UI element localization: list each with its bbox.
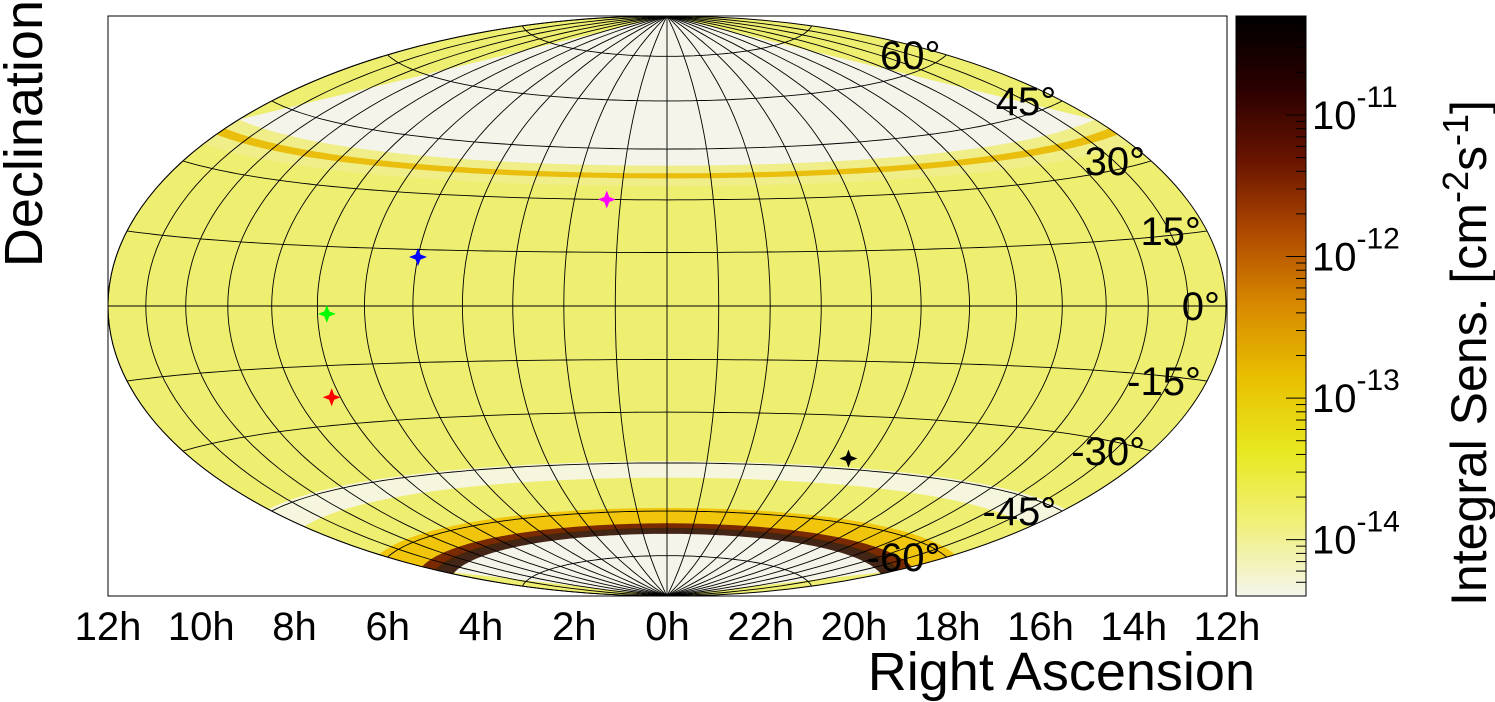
source-marker — [839, 449, 858, 468]
dec-tick-label: 0° — [1182, 285, 1220, 329]
map-outline — [107, 15, 1227, 597]
ra-tick-label: 18h — [914, 605, 981, 649]
source-marker — [317, 304, 336, 323]
coordinate-grid — [107, 15, 1226, 597]
dec-tick-label: 30° — [1085, 140, 1146, 184]
parallel-line — [271, 462, 1063, 512]
colorbar-title-exp1: -2 — [1435, 171, 1476, 203]
parallel-line — [182, 411, 1152, 452]
dec-tick-labels: 60° 45° 30° 15° 0° -15° -30° -45° -60° — [867, 34, 1220, 580]
colorbar-tick-exp: -12 — [1357, 223, 1400, 256]
ra-tick-label: 4h — [459, 605, 504, 649]
ra-tick-label: 0h — [645, 605, 690, 649]
parallel-line — [126, 359, 1208, 382]
parallel-line — [182, 160, 1152, 201]
colorbar-title-close: ] — [1441, 100, 1495, 114]
parallel-line — [387, 510, 947, 558]
ra-tick-label: 12h — [1194, 605, 1261, 649]
source-markers — [317, 190, 858, 468]
dec-tick-label: 60° — [880, 34, 941, 78]
map-band-1 — [268, 461, 1066, 527]
ra-tick-labels: 12h 10h 8h 6h 4h 2h 0h 22h 20h 18h 16h 14h 12h — [75, 605, 1261, 649]
ra-tick-label: 10h — [168, 605, 235, 649]
x-axis-title: Right Ascension — [868, 642, 1255, 702]
parallel-line — [387, 54, 947, 102]
colorbar-title: Integral Sens. [cm-2s-1] — [1435, 100, 1495, 606]
ra-tick-label: 2h — [552, 605, 597, 649]
colorbar-tick-base: 10 — [1312, 236, 1357, 280]
parallel-line — [271, 100, 1063, 150]
colorbar-tick-exp: -13 — [1357, 364, 1400, 397]
dec-tick-label: -30° — [1071, 430, 1145, 474]
colorbar-ticks — [1286, 15, 1306, 597]
colorbar-title-main: Integral Sens. [cm — [1441, 203, 1495, 606]
ra-tick-label: 12h — [75, 605, 142, 649]
parallel-line — [521, 555, 813, 587]
colorbar — [1235, 15, 1307, 597]
colorbar-title-exp2: -1 — [1435, 114, 1476, 146]
dec-tick-label: 15° — [1140, 210, 1201, 254]
ra-tick-label: 22h — [727, 605, 794, 649]
ra-tick-label: 20h — [821, 605, 888, 649]
source-marker — [322, 388, 341, 407]
source-marker — [408, 248, 427, 267]
colorbar-tick-base: 10 — [1312, 377, 1357, 421]
colorbar-tick-exp: -11 — [1357, 81, 1398, 114]
ra-tick-label: 16h — [1007, 605, 1074, 649]
dec-tick-label: -60° — [867, 536, 941, 580]
colorbar-tick-label: 10-13 — [1312, 364, 1400, 421]
colorbar-tick-label: 10-14 — [1312, 506, 1400, 563]
y-axis-title: Declination — [0, 0, 54, 267]
colorbar-title-s: s — [1441, 146, 1495, 171]
ra-tick-label: 14h — [1100, 605, 1167, 649]
dec-tick-label: -15° — [1127, 360, 1201, 404]
colorbar-tick-label: 10-12 — [1312, 223, 1400, 280]
dec-tick-label: -45° — [982, 490, 1056, 534]
colorbar-tick-label: 10-11 — [1312, 81, 1398, 138]
map-band-0 — [216, 128, 1118, 179]
map-band-2 — [379, 508, 955, 569]
map-band-3 — [426, 524, 908, 574]
source-marker — [597, 190, 616, 209]
dec-tick-label: 45° — [996, 80, 1057, 124]
colorbar-tick-base: 10 — [1312, 94, 1357, 138]
colorbar-tick-exp: -14 — [1357, 506, 1400, 539]
ra-tick-label: 8h — [272, 605, 317, 649]
colorbar-tick-base: 10 — [1312, 519, 1357, 563]
ra-tick-label: 6h — [366, 605, 411, 649]
parallel-line — [521, 25, 813, 57]
parallel-line — [126, 230, 1208, 253]
